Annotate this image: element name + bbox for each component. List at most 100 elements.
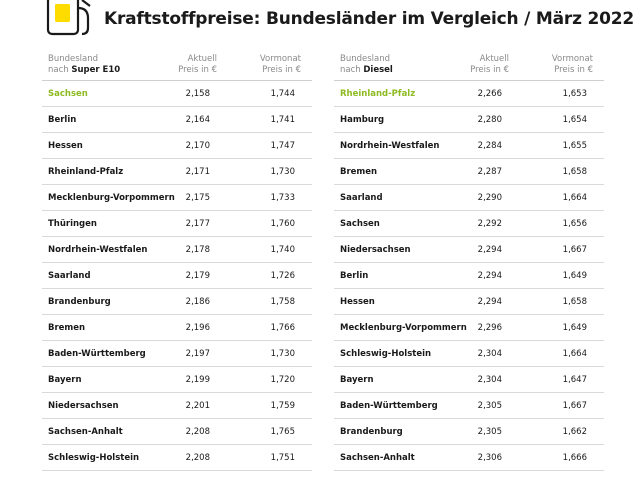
current-price: 2,304 bbox=[477, 375, 502, 385]
current-price: 2,179 bbox=[185, 271, 210, 281]
current-price: 2,305 bbox=[477, 427, 502, 437]
page-title: Kraftstoffpreise: Bundesländer im Vergle… bbox=[104, 9, 635, 29]
previous-price: 1,658 bbox=[562, 297, 587, 307]
state-name: Thüringen bbox=[48, 219, 97, 229]
state-name: Schleswig-Holstein bbox=[340, 349, 432, 359]
current-price: 2,280 bbox=[477, 115, 502, 125]
current-price: 2,197 bbox=[185, 349, 210, 359]
column-header-current: Aktuell Preis in € bbox=[178, 54, 217, 75]
table-row: Hessen 2,170 1,747 bbox=[42, 133, 312, 159]
previous-price: 1,662 bbox=[562, 427, 587, 437]
fuel-pump-icon bbox=[46, 0, 91, 36]
current-price: 2,296 bbox=[477, 323, 502, 333]
previous-price: 1,667 bbox=[562, 245, 587, 255]
state-name: Bayern bbox=[48, 375, 82, 385]
state-name: Bayern bbox=[340, 375, 374, 385]
table-row: Sachsen 2,158 1,744 bbox=[42, 81, 312, 107]
table-row: Niedersachsen 2,201 1,759 bbox=[42, 393, 312, 419]
state-name: Nordrhein-Westfalen bbox=[340, 141, 440, 151]
state-name: Schleswig-Holstein bbox=[48, 453, 140, 463]
state-name: Rheinland-Pfalz bbox=[340, 89, 416, 99]
previous-price: 1,664 bbox=[562, 193, 587, 203]
table-row: Hamburg 2,280 1,654 bbox=[334, 107, 604, 133]
previous-price: 1,751 bbox=[270, 453, 295, 463]
previous-price: 1,747 bbox=[270, 141, 295, 151]
previous-price: 1,656 bbox=[562, 219, 587, 229]
table-row: Bremen 2,196 1,766 bbox=[42, 315, 312, 341]
table-row: Bayern 2,199 1,720 bbox=[42, 367, 312, 393]
table-row: Berlin 2,294 1,649 bbox=[334, 263, 604, 289]
previous-price: 1,720 bbox=[270, 375, 295, 385]
state-name: Sachsen-Anhalt bbox=[340, 453, 415, 463]
table-row: Rheinland-Pfalz 2,171 1,730 bbox=[42, 159, 312, 185]
state-name: Rheinland-Pfalz bbox=[48, 167, 124, 177]
previous-price: 1,730 bbox=[270, 349, 295, 359]
state-name: Baden-Württemberg bbox=[340, 401, 438, 411]
header: Kraftstoffpreise: Bundesländer im Vergle… bbox=[0, 0, 640, 42]
previous-price: 1,666 bbox=[562, 453, 587, 463]
table-row: Rheinland-Pfalz 2,266 1,653 bbox=[334, 81, 604, 107]
state-name: Berlin bbox=[340, 271, 369, 281]
current-price: 2,186 bbox=[185, 297, 210, 307]
current-price: 2,294 bbox=[477, 297, 502, 307]
table-header: Bundesland nach Super E10 Aktuell Preis in… bbox=[42, 52, 312, 81]
state-name: Nordrhein-Westfalen bbox=[48, 245, 148, 255]
state-name: Bremen bbox=[48, 323, 86, 333]
state-name: Berlin bbox=[48, 115, 77, 125]
current-price: 2,171 bbox=[185, 167, 210, 177]
state-name: Sachsen-Anhalt bbox=[48, 427, 123, 437]
current-price: 2,305 bbox=[477, 401, 502, 411]
previous-price: 1,653 bbox=[562, 89, 587, 99]
table-row: Bremen 2,287 1,658 bbox=[334, 159, 604, 185]
current-price: 2,164 bbox=[185, 115, 210, 125]
previous-price: 1,667 bbox=[562, 401, 587, 411]
current-price: 2,208 bbox=[185, 453, 210, 463]
table-row: Baden-Württemberg 2,305 1,667 bbox=[334, 393, 604, 419]
table-row: Niedersachsen 2,294 1,667 bbox=[334, 237, 604, 263]
table-row: Bayern 2,304 1,647 bbox=[334, 367, 604, 393]
table-row: Schleswig-Holstein 2,208 1,751 bbox=[42, 445, 312, 471]
state-name: Mecklenburg-Vorpommern bbox=[340, 323, 467, 333]
column-header-current: Aktuell Preis in € bbox=[470, 54, 509, 75]
previous-price: 1,654 bbox=[562, 115, 587, 125]
table-row: Sachsen 2,292 1,656 bbox=[334, 211, 604, 237]
previous-price: 1,765 bbox=[270, 427, 295, 437]
previous-price: 1,759 bbox=[270, 401, 295, 411]
e10-price-table: Bundesland nach Super E10 Aktuell Preis in… bbox=[42, 52, 312, 471]
table-row: Sachsen-Anhalt 2,306 1,666 bbox=[334, 445, 604, 471]
table-row: Mecklenburg-Vorpommern 2,296 1,649 bbox=[334, 315, 604, 341]
column-header-state: Bundesland nach Super E10 bbox=[48, 54, 121, 75]
previous-price: 1,658 bbox=[562, 167, 587, 177]
current-price: 2,287 bbox=[477, 167, 502, 177]
previous-price: 1,649 bbox=[562, 271, 587, 281]
previous-price: 1,740 bbox=[270, 245, 295, 255]
previous-price: 1,726 bbox=[270, 271, 295, 281]
current-price: 2,158 bbox=[185, 89, 210, 99]
table-row: Hessen 2,294 1,658 bbox=[334, 289, 604, 315]
previous-price: 1,741 bbox=[270, 115, 295, 125]
state-name: Hamburg bbox=[340, 115, 385, 125]
table-body: Sachsen 2,158 1,744 Berlin 2,164 1,741 Hessen 2… bbox=[42, 81, 312, 471]
state-name: Mecklenburg-Vorpommern bbox=[48, 193, 175, 203]
column-header-previous: Vormonat Preis in € bbox=[259, 54, 301, 75]
table-row: Schleswig-Holstein 2,304 1,664 bbox=[334, 341, 604, 367]
table-row: Nordrhein-Westfalen 2,284 1,655 bbox=[334, 133, 604, 159]
table-row: Saarland 2,290 1,664 bbox=[334, 185, 604, 211]
state-name: Hessen bbox=[48, 141, 83, 151]
state-name: Niedersachsen bbox=[340, 245, 411, 255]
table-row: Berlin 2,164 1,741 bbox=[42, 107, 312, 133]
state-name: Saarland bbox=[340, 193, 383, 203]
previous-price: 1,758 bbox=[270, 297, 295, 307]
current-price: 2,290 bbox=[477, 193, 502, 203]
current-price: 2,292 bbox=[477, 219, 502, 229]
previous-price: 1,655 bbox=[562, 141, 587, 151]
state-name: Sachsen bbox=[340, 219, 380, 229]
current-price: 2,196 bbox=[185, 323, 210, 333]
current-price: 2,199 bbox=[185, 375, 210, 385]
previous-price: 1,649 bbox=[562, 323, 587, 333]
column-header-previous: Vormonat Preis in € bbox=[551, 54, 593, 75]
state-name: Hessen bbox=[340, 297, 375, 307]
previous-price: 1,730 bbox=[270, 167, 295, 177]
state-name: Brandenburg bbox=[340, 427, 403, 437]
previous-price: 1,744 bbox=[270, 89, 295, 99]
